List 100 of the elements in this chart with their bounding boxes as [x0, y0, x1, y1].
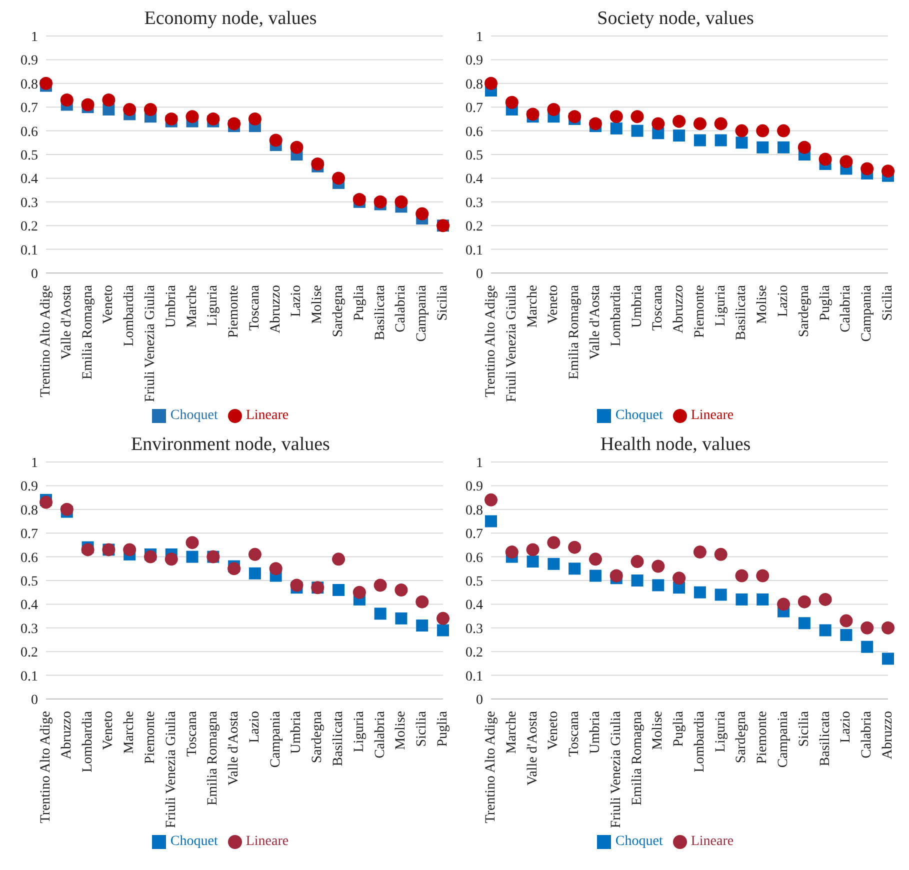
x-tick-label: Friuli Venezia Giulia [142, 284, 158, 402]
point [777, 598, 790, 611]
x-tick-label: Puglia [818, 284, 833, 321]
point [756, 593, 769, 606]
chart-title: Health node, values [600, 434, 751, 455]
point [818, 592, 832, 606]
x-tick-label: Sicilia [436, 284, 450, 321]
point [484, 493, 498, 506]
point [505, 546, 518, 559]
x-tick-label: Lombardia [692, 710, 708, 772]
x-tick-label: Abruzzo [880, 711, 896, 760]
point [882, 621, 894, 634]
y-tick-label: 0.9 [20, 480, 38, 495]
x-tick-label: Piemonte [755, 711, 770, 764]
x-tick-label: Abruzzo [672, 285, 687, 334]
y-tick-label: 0.4 [20, 172, 38, 188]
point [673, 130, 686, 142]
x-tick-label: Molise [394, 711, 409, 750]
x-tick-label: Emilia Romagna [630, 710, 645, 806]
point [485, 515, 497, 528]
y-tick-label: 0.1 [20, 243, 38, 258]
point [652, 117, 665, 130]
x-tick-label: Trentino Alto Adige [484, 711, 498, 824]
point [798, 140, 811, 154]
x-tick-label: Veneto [546, 711, 562, 750]
x-tick-label: Trentino Alto Adige [484, 285, 498, 398]
legend-label: Choquet [615, 408, 663, 423]
point [269, 562, 282, 576]
y-tick-label: 0.4 [466, 172, 483, 188]
x-tick-label: Piemonte [226, 285, 242, 338]
y-tick-label: 0.3 [466, 622, 483, 637]
point [652, 579, 664, 592]
point [186, 110, 199, 124]
point [631, 124, 644, 137]
y-tick-label: 0.5 [466, 574, 483, 590]
point [505, 96, 518, 109]
x-tick-label: Campania [268, 710, 284, 768]
chart-title: Environment node, values [131, 434, 330, 455]
x-tick-label: Lombardia [608, 284, 624, 346]
point [123, 102, 136, 116]
y-tick-label: 0.5 [20, 148, 38, 164]
y-tick-label: 1 [31, 456, 38, 471]
y-tick-label: 0.8 [466, 503, 483, 518]
x-tick-label: Liguria [713, 710, 728, 752]
point [694, 586, 706, 598]
point [547, 102, 560, 116]
point [714, 548, 728, 561]
x-tick-label: Puglia [352, 284, 367, 321]
x-tick-label: Molise [755, 285, 770, 324]
point [840, 155, 853, 168]
point [40, 76, 52, 90]
y-tick-label: 0.6 [466, 550, 483, 566]
y-tick-label: 0.1 [466, 243, 483, 258]
point [736, 593, 748, 606]
y-tick-label: 1 [476, 456, 483, 471]
point [374, 195, 387, 208]
point [248, 567, 261, 580]
x-tick-label: Liguria [713, 284, 728, 326]
x-tick-label: Calabria [394, 284, 409, 332]
y-tick-label: 0.7 [20, 527, 38, 542]
y-tick-label: 0.3 [466, 196, 483, 211]
chart-title: Economy node, values [144, 8, 317, 29]
point [861, 640, 874, 653]
point [526, 108, 540, 121]
x-tick-label: Marche [184, 285, 200, 328]
point [714, 134, 727, 146]
x-tick-label: Sicilia [414, 710, 430, 747]
y-tick-label: 0.6 [20, 124, 38, 140]
point [631, 574, 644, 586]
point [588, 552, 602, 566]
x-tick-label: Liguria [352, 710, 367, 752]
x-tick-label: Trentino Alto Adige [38, 711, 54, 824]
x-tick-label: Lombardia [122, 284, 138, 346]
point [672, 572, 686, 585]
x-tick-label: Basilicata [372, 284, 388, 340]
legend-label: Lineare [690, 834, 734, 849]
point [40, 496, 52, 509]
point [778, 141, 790, 154]
x-tick-label: Lombardia [80, 710, 96, 772]
point [693, 117, 706, 130]
x-tick-label: Lazio [289, 285, 304, 317]
y-tick-label: 0.8 [466, 77, 483, 92]
y-tick-label: 0.3 [20, 196, 38, 211]
x-tick-label: Campania [860, 284, 875, 342]
y-tick-label: 0.9 [466, 480, 483, 495]
y-tick-label: 0.7 [466, 527, 483, 542]
point [248, 112, 262, 126]
x-tick-label: Lazio [776, 285, 792, 317]
point [437, 624, 449, 636]
x-tick-label: Campania [776, 710, 792, 768]
x-tick-label: Piemonte [142, 711, 158, 764]
x-tick-label: Lazio [247, 711, 262, 743]
chart-title: Society node, values [597, 8, 754, 29]
point [206, 112, 220, 126]
point [81, 543, 94, 556]
y-tick-label: 0.2 [20, 220, 38, 235]
point [588, 117, 602, 130]
x-tick-label: Umbria [164, 284, 179, 328]
x-tick-label: Umbria [630, 284, 645, 328]
x-tick-label: Valle d'Aosta [226, 710, 242, 786]
